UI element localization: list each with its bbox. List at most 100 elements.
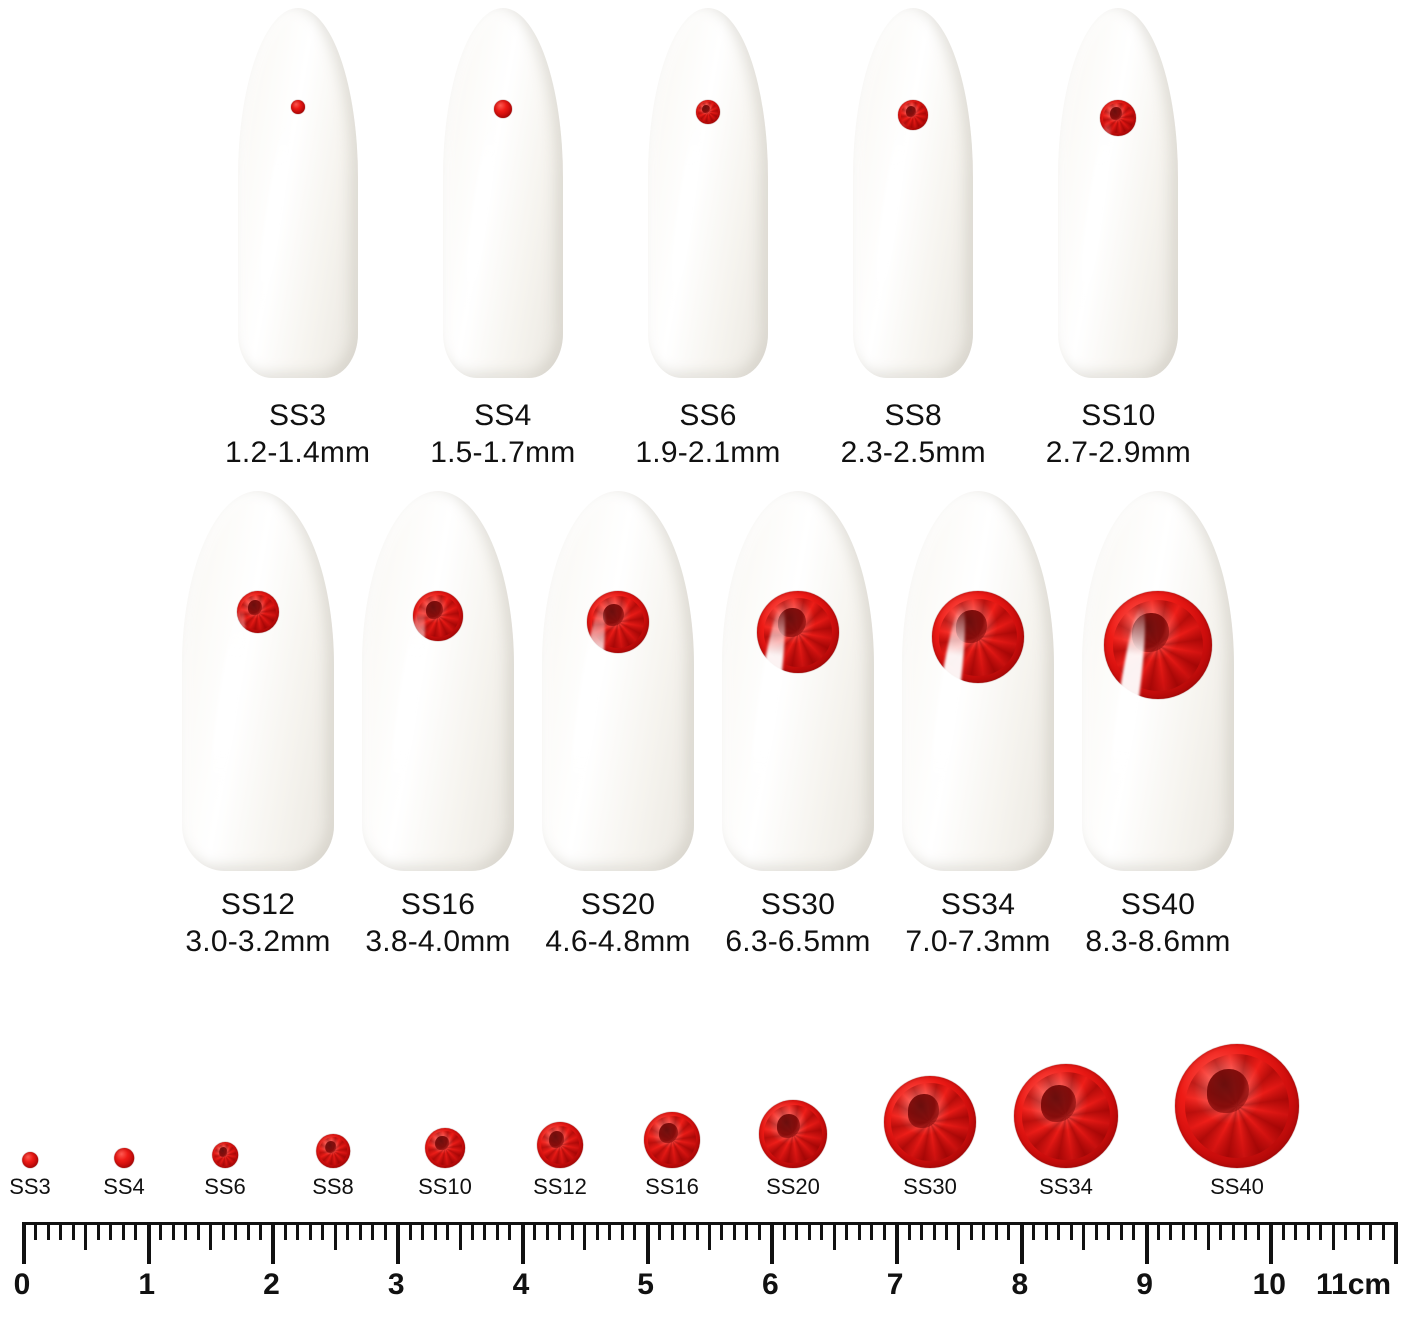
rhinestone bbox=[1175, 1044, 1299, 1168]
ruler-tick-mm bbox=[1331, 1222, 1335, 1250]
ruler-tick-cm bbox=[1019, 1222, 1024, 1264]
rhinestone bbox=[22, 1152, 38, 1168]
ruler-number: 2 bbox=[263, 1268, 280, 1301]
ruler-tick-mm bbox=[1181, 1222, 1185, 1240]
ruler-tick-mm bbox=[1244, 1222, 1248, 1240]
ruler-number: 8 bbox=[1011, 1268, 1029, 1301]
rhinestone-table bbox=[1109, 107, 1122, 121]
nail-caption: SS6 1.9-2.1mm bbox=[635, 398, 780, 471]
ruler-number: 7 bbox=[886, 1268, 904, 1301]
rhinestone-table bbox=[218, 1147, 228, 1157]
rhinestone-table bbox=[907, 1094, 940, 1128]
ruler-tick-mm bbox=[907, 1222, 911, 1240]
scale-stone-ss16: SS16 bbox=[644, 1112, 700, 1200]
nail-tip bbox=[648, 8, 768, 378]
size-code-label: SS12 bbox=[220, 888, 296, 922]
ruler-number: 9 bbox=[1136, 1268, 1153, 1301]
size-code-label: SS6 bbox=[679, 399, 737, 432]
ruler-tick-mm bbox=[34, 1222, 38, 1240]
nail-sample-ss16: SS16 3.8-4.0mm bbox=[362, 491, 514, 960]
ruler-tick-mm bbox=[757, 1222, 761, 1240]
nail-tip bbox=[182, 491, 334, 872]
size-code-label: SS8 bbox=[884, 399, 942, 432]
scale-stone-ss10: SS10 bbox=[418, 1128, 472, 1200]
ruler-tick-mm bbox=[1157, 1222, 1161, 1240]
rhinestone bbox=[587, 591, 649, 654]
scale-stone-label: SS6 bbox=[204, 1174, 246, 1199]
nail-caption: SS8 2.3-2.5mm bbox=[841, 398, 986, 471]
ruler-tick-mm bbox=[570, 1222, 574, 1240]
ruler-tick-mm bbox=[184, 1222, 188, 1240]
ruler-number: 6 bbox=[762, 1268, 779, 1301]
rhinestone bbox=[424, 1128, 465, 1168]
ruler-tick-mm bbox=[234, 1222, 238, 1240]
ruler-tick-mm bbox=[1256, 1222, 1260, 1240]
nail-caption: SS12 3.0-3.2mm bbox=[185, 887, 330, 960]
size-code-label: SS4 bbox=[474, 399, 532, 432]
ruler-tick-cm bbox=[146, 1222, 151, 1264]
ruler-tick-mm bbox=[957, 1222, 961, 1250]
ruler-tick-mm bbox=[196, 1222, 200, 1240]
ruler-tick-mm bbox=[1107, 1222, 1111, 1240]
ruler-tick-mm bbox=[495, 1222, 499, 1240]
scale-stone-ss6: SS6 bbox=[204, 1142, 246, 1200]
size-mm-label: 6.3-6.5mm bbox=[725, 924, 871, 958]
ruler-tick-mm bbox=[982, 1222, 986, 1240]
rhinestone bbox=[1104, 591, 1212, 700]
size-mm-label: 4.6-4.8mm bbox=[545, 924, 691, 958]
size-mm-label: 1.2-1.4mm bbox=[225, 435, 371, 469]
ruler-tick-mm bbox=[1219, 1222, 1223, 1240]
scale-stone-label: SS20 bbox=[766, 1174, 820, 1199]
rhinestone-table bbox=[548, 1131, 565, 1148]
ruler-tick-cm bbox=[895, 1222, 900, 1264]
nail-tip bbox=[722, 491, 874, 872]
ruler-tick-mm bbox=[1119, 1222, 1123, 1240]
rhinestone-table bbox=[426, 601, 443, 620]
ruler-number: 5 bbox=[637, 1268, 654, 1301]
ruler-tick-mm bbox=[1306, 1222, 1310, 1240]
ruler-tick-mm bbox=[595, 1222, 599, 1240]
ruler-tick-mm bbox=[1044, 1222, 1048, 1240]
nail-row-large-sizes: SS12 3.0-3.2mm SS16 3.8-4.0mm SS20 4.6-4.8mm S… bbox=[0, 471, 1416, 960]
size-mm-label: 1.9-2.1mm bbox=[635, 435, 781, 469]
scale-stone-ss4: SS4 bbox=[103, 1148, 145, 1200]
ruler-tick-mm bbox=[1206, 1222, 1210, 1250]
ruler-tick-mm bbox=[720, 1222, 724, 1240]
ruler-tick-mm bbox=[471, 1222, 475, 1240]
ruler-tick-mm bbox=[832, 1222, 836, 1250]
ruler-tick-mm bbox=[658, 1222, 662, 1240]
ruler-tick-mm bbox=[807, 1222, 811, 1240]
ruler-tick-mm bbox=[608, 1222, 612, 1240]
rhinestone bbox=[212, 1142, 238, 1168]
ruler-tick-mm bbox=[1069, 1222, 1073, 1240]
ruler-tick-mm bbox=[1381, 1222, 1385, 1240]
ruler-unit-label: 11cm bbox=[1316, 1268, 1392, 1301]
rhinestone bbox=[932, 591, 1024, 684]
ruler-tick-mm bbox=[732, 1222, 736, 1240]
ruler-number: 3 bbox=[387, 1268, 405, 1301]
ruler-tick-mm bbox=[408, 1222, 412, 1240]
rhinestone bbox=[413, 591, 463, 642]
nail-sample-ss30: SS30 6.3-6.5mm bbox=[722, 491, 874, 960]
nail-tip bbox=[1082, 491, 1234, 872]
ruler-tick-mm bbox=[1057, 1222, 1061, 1240]
ruler-tick-mm bbox=[1082, 1222, 1086, 1250]
size-code-label: SS10 bbox=[1081, 399, 1156, 432]
ruler-tick-mm bbox=[820, 1222, 824, 1240]
size-code-label: SS16 bbox=[400, 888, 476, 922]
ruler-tick-mm bbox=[845, 1222, 849, 1240]
rhinestone bbox=[696, 100, 720, 124]
rhinestone bbox=[1100, 100, 1137, 136]
nail-tip bbox=[542, 491, 694, 872]
ruler-tick-mm bbox=[333, 1222, 337, 1250]
ruler-tick-mm bbox=[121, 1222, 125, 1240]
size-code-label: SS3 bbox=[268, 399, 327, 432]
size-mm-label: 7.0-7.3mm bbox=[905, 924, 1051, 958]
ruler-tick-cm bbox=[271, 1222, 276, 1264]
ruler-tick-mm bbox=[695, 1222, 699, 1240]
rhinestone-table bbox=[603, 603, 625, 626]
ruler-tick-mm bbox=[358, 1222, 362, 1240]
ruler-tick-mm bbox=[346, 1222, 350, 1240]
ruler-tick-mm bbox=[969, 1222, 973, 1240]
ruler-tick-mm bbox=[1007, 1222, 1011, 1240]
